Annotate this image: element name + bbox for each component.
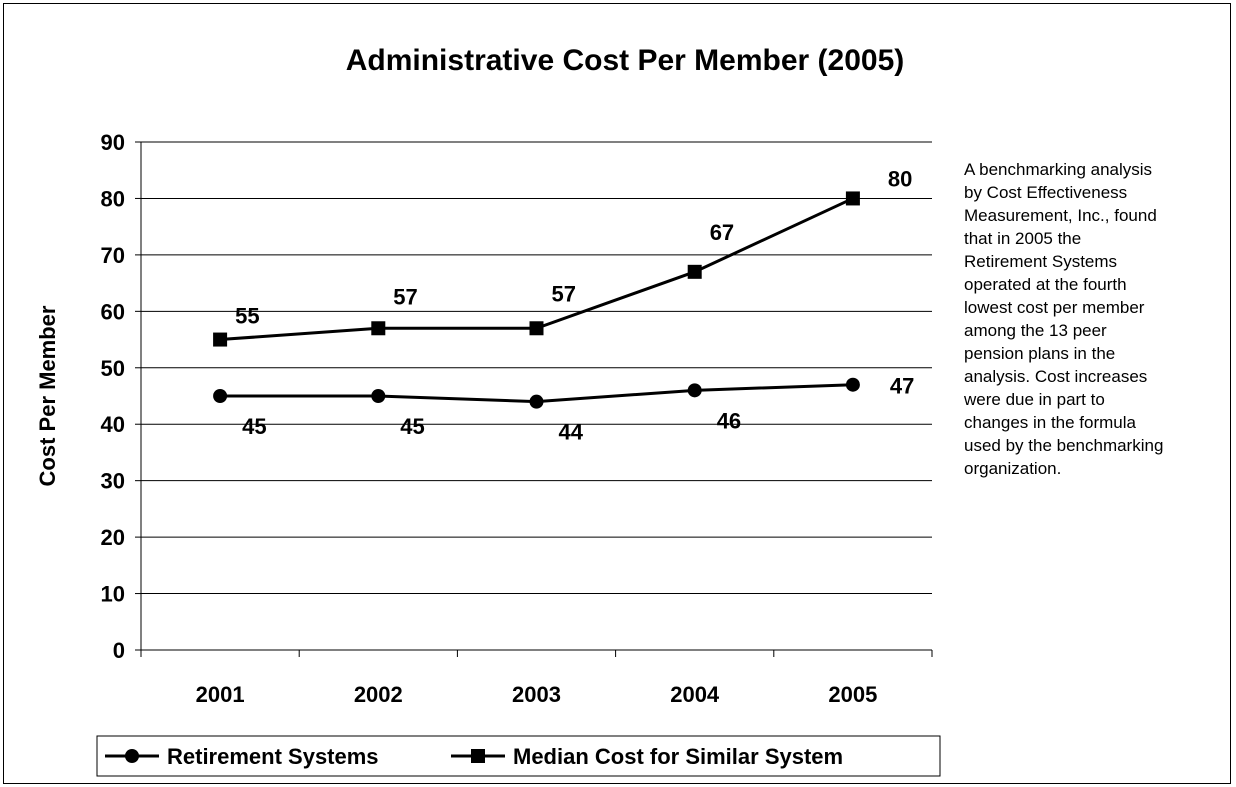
y-tick-label: 40 [101,412,125,437]
data-point-retirement-systems [845,377,860,392]
data-label-median-cost: 67 [710,220,734,245]
y-tick-label: 60 [101,299,125,324]
x-tick-label: 2004 [670,682,720,707]
data-label-retirement-systems: 44 [559,420,584,445]
data-point-retirement-systems [687,383,702,398]
x-tick-label: 2005 [828,682,877,707]
y-tick-label: 20 [101,525,125,550]
data-label-median-cost: 55 [235,304,259,329]
y-tick-label: 90 [101,130,125,155]
x-tick-label: 2001 [196,682,245,707]
x-tick-label: 2002 [354,682,403,707]
y-axis-label: Cost Per Member [35,305,60,486]
legend-marker-retirement-systems [125,749,139,763]
data-point-retirement-systems [529,394,544,409]
annotation-text: A benchmarking analysis by Cost Effectiv… [964,160,1164,478]
legend-marker-median-cost [471,749,485,763]
data-label-retirement-systems: 45 [242,414,266,439]
data-label-median-cost: 80 [888,166,912,191]
series-line-median-cost [219,197,854,342]
y-tick-label: 0 [113,638,125,663]
legend-box [96,735,941,777]
legend: Retirement Systems Median Cost for Simila… [96,735,941,777]
y-tick-label: 70 [101,243,125,268]
data-point-retirement-systems [213,389,228,403]
data-point-median-cost [529,321,544,336]
y-tick-label: 80 [101,186,125,211]
data-label-median-cost: 57 [393,284,417,309]
data-label-retirement-systems: 47 [890,374,914,399]
data-point-median-cost [845,191,860,206]
y-tick-label: 30 [101,469,125,494]
data-point-retirement-systems [371,389,386,403]
y-tick-label: 10 [101,582,125,607]
plot-area: 0 10 20 30 40 50 60 70 80 90 2001 2002 2003 2004 2005 4… [101,130,933,707]
chart-title: Administrative Cost Per Member (2005) [346,44,905,77]
legend-label-retirement-systems: Retirement Systems [167,744,379,769]
data-point-median-cost [687,264,702,279]
legend-label-median-cost: Median Cost for Similar System [513,744,843,769]
chart-frame [3,3,1231,784]
data-point-median-cost [371,321,386,336]
data-label-retirement-systems: 46 [717,408,741,433]
data-label-median-cost: 57 [552,281,576,306]
data-label-retirement-systems: 45 [400,414,424,439]
x-tick-label: 2003 [512,682,561,707]
data-point-median-cost [213,332,228,347]
y-tick-label: 50 [101,356,125,381]
